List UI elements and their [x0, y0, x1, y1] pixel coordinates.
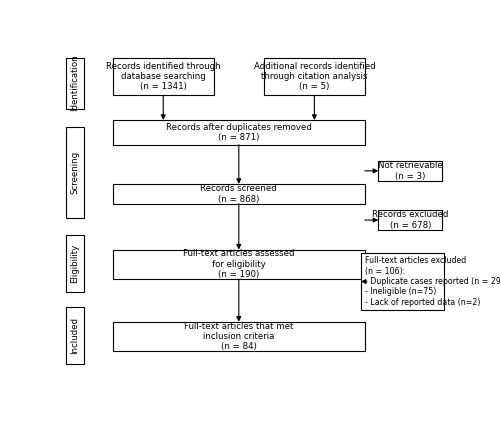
Text: Records screened
(n = 868): Records screened (n = 868): [200, 184, 277, 204]
FancyBboxPatch shape: [66, 127, 84, 219]
FancyBboxPatch shape: [113, 58, 214, 95]
FancyBboxPatch shape: [113, 250, 365, 279]
FancyBboxPatch shape: [378, 210, 442, 230]
Text: Records identified through
database searching
(n = 1341): Records identified through database sear…: [106, 62, 220, 92]
FancyBboxPatch shape: [66, 58, 84, 109]
FancyBboxPatch shape: [361, 253, 444, 310]
Text: Full-text articles that met
inclusion criteria
(n = 84): Full-text articles that met inclusion cr…: [184, 322, 294, 351]
Text: Records excluded
(n = 678): Records excluded (n = 678): [372, 210, 448, 230]
FancyBboxPatch shape: [264, 58, 365, 95]
FancyBboxPatch shape: [66, 235, 84, 292]
Text: Eligibility: Eligibility: [70, 244, 80, 283]
FancyBboxPatch shape: [66, 307, 84, 364]
Text: Full-text articles excluded
(n = 106):
- Duplicate cases reported (n = 29)
- Ine: Full-text articles excluded (n = 106): -…: [365, 256, 500, 307]
Text: Screening: Screening: [70, 151, 80, 194]
FancyBboxPatch shape: [113, 322, 365, 351]
Text: Records after duplicates removed
(n = 871): Records after duplicates removed (n = 87…: [166, 123, 312, 142]
Text: Included: Included: [70, 317, 80, 354]
Text: Additional records identified
through citation analysis
(n = 5): Additional records identified through ci…: [254, 62, 375, 92]
FancyBboxPatch shape: [378, 161, 442, 181]
FancyBboxPatch shape: [113, 184, 365, 204]
Text: Identification: Identification: [70, 55, 80, 112]
Text: Not retrievable
(n = 3): Not retrievable (n = 3): [378, 161, 442, 181]
FancyBboxPatch shape: [113, 120, 365, 144]
Text: Full-text articles assessed
for eligibility
(n = 190): Full-text articles assessed for eligibil…: [183, 250, 294, 279]
